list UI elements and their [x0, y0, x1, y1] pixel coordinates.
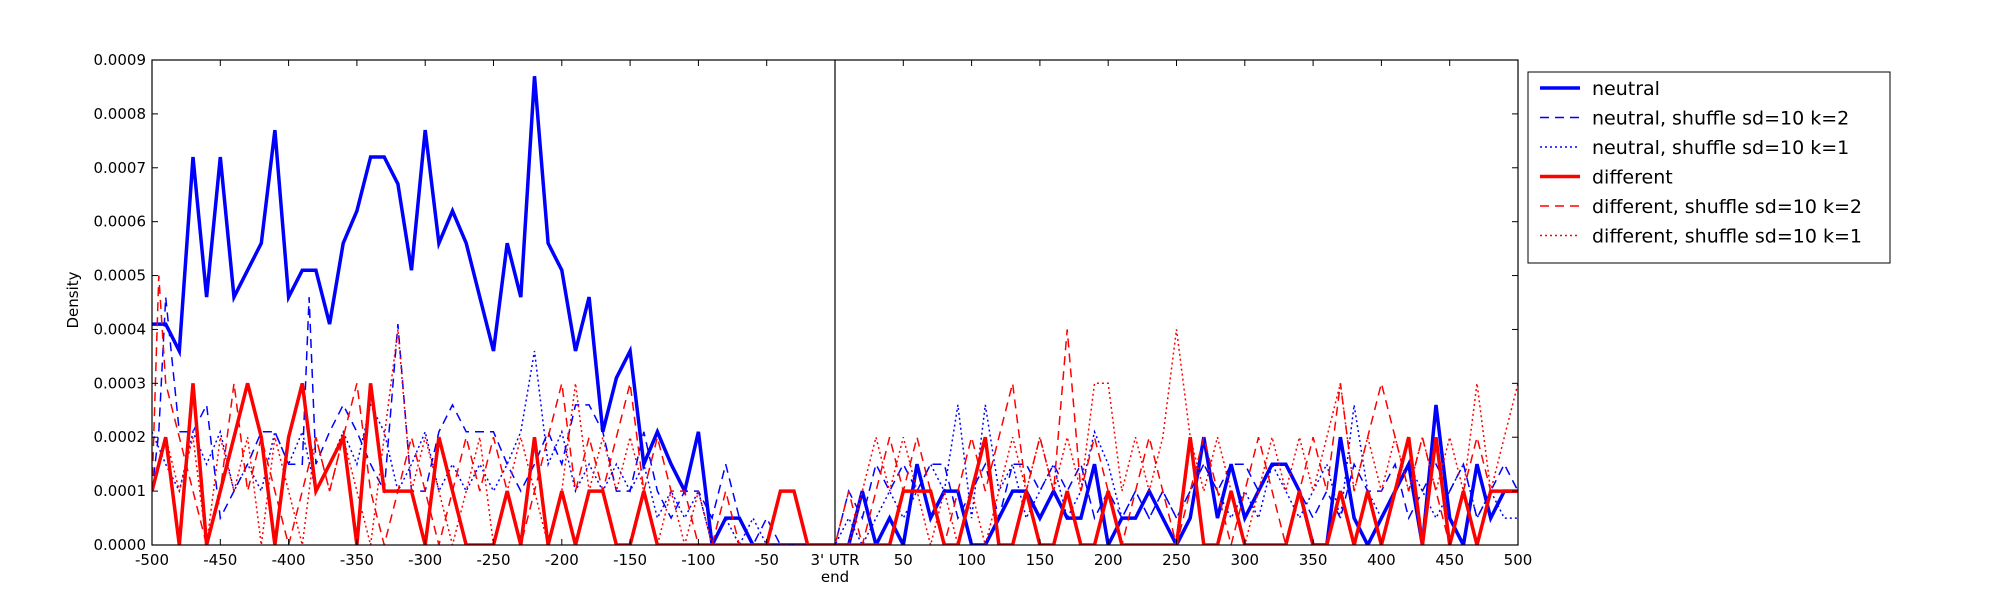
- legend: neutral neutral, shuffle sd=10 k=2 neutral…: [1527, 71, 1891, 264]
- x-tick-label: 300: [1230, 551, 1259, 569]
- legend-box: [1527, 71, 1891, 264]
- x-tick-label: -100: [681, 551, 715, 569]
- y-tick-label: 0.0002: [94, 428, 147, 446]
- y-tick-label: 0.0001: [94, 482, 147, 500]
- series-line-4: [152, 275, 1518, 545]
- y-tick-label: 0.0000: [94, 536, 147, 554]
- x-tick-sublabel: end: [821, 568, 849, 586]
- y-tick-label: 0.0006: [94, 213, 147, 231]
- legend-label-4: different, shuffle sd=10 k=2: [1592, 196, 1862, 218]
- series-line-2: [152, 350, 1518, 545]
- legend-label-0: neutral: [1592, 78, 1660, 100]
- y-tick-label: 0.0003: [94, 374, 147, 392]
- x-tick-label: -400: [272, 551, 306, 569]
- x-tick-label: -250: [476, 551, 510, 569]
- legend-label-2: neutral, shuffle sd=10 k=1: [1592, 137, 1849, 159]
- x-tick-label: 200: [1094, 551, 1123, 569]
- x-tick-label: 250: [1162, 551, 1191, 569]
- x-tick-label: 350: [1299, 551, 1328, 569]
- x-tick-label: 50: [894, 551, 913, 569]
- y-tick-label: 0.0009: [94, 51, 147, 69]
- x-tick-label: -300: [408, 551, 442, 569]
- y-axis-label: Density: [64, 271, 82, 328]
- x-tick-label: 150: [1026, 551, 1055, 569]
- axes: -500 -450 -400 -350 -300 -250 -200 -150 -100 -50 3…: [94, 51, 1533, 586]
- x-tick-label: 450: [1435, 551, 1464, 569]
- x-tick-label: -50: [754, 551, 779, 569]
- series-line-5: [152, 329, 1518, 545]
- x-tick-label: -450: [203, 551, 237, 569]
- y-tick-label: 0.0004: [94, 320, 147, 338]
- plot-area: [152, 76, 1518, 545]
- y-tick-label: 0.0007: [94, 159, 147, 177]
- x-tick-label: -500: [135, 551, 169, 569]
- y-tick-label: 0.0005: [94, 267, 147, 285]
- legend-label-5: different, shuffle sd=10 k=1: [1592, 226, 1862, 248]
- x-tick-label: -350: [340, 551, 374, 569]
- x-tick-label: 400: [1367, 551, 1396, 569]
- x-tick-label: 500: [1504, 551, 1533, 569]
- x-tick-label: 100: [957, 551, 986, 569]
- y-tick-label: 0.0008: [94, 105, 147, 123]
- x-tick-label: -150: [613, 551, 647, 569]
- legend-label-3: different: [1592, 167, 1673, 189]
- x-tick-label: 3' UTR: [811, 551, 860, 569]
- x-tick-label: -200: [545, 551, 579, 569]
- legend-label-1: neutral, shuffle sd=10 k=2: [1592, 108, 1849, 130]
